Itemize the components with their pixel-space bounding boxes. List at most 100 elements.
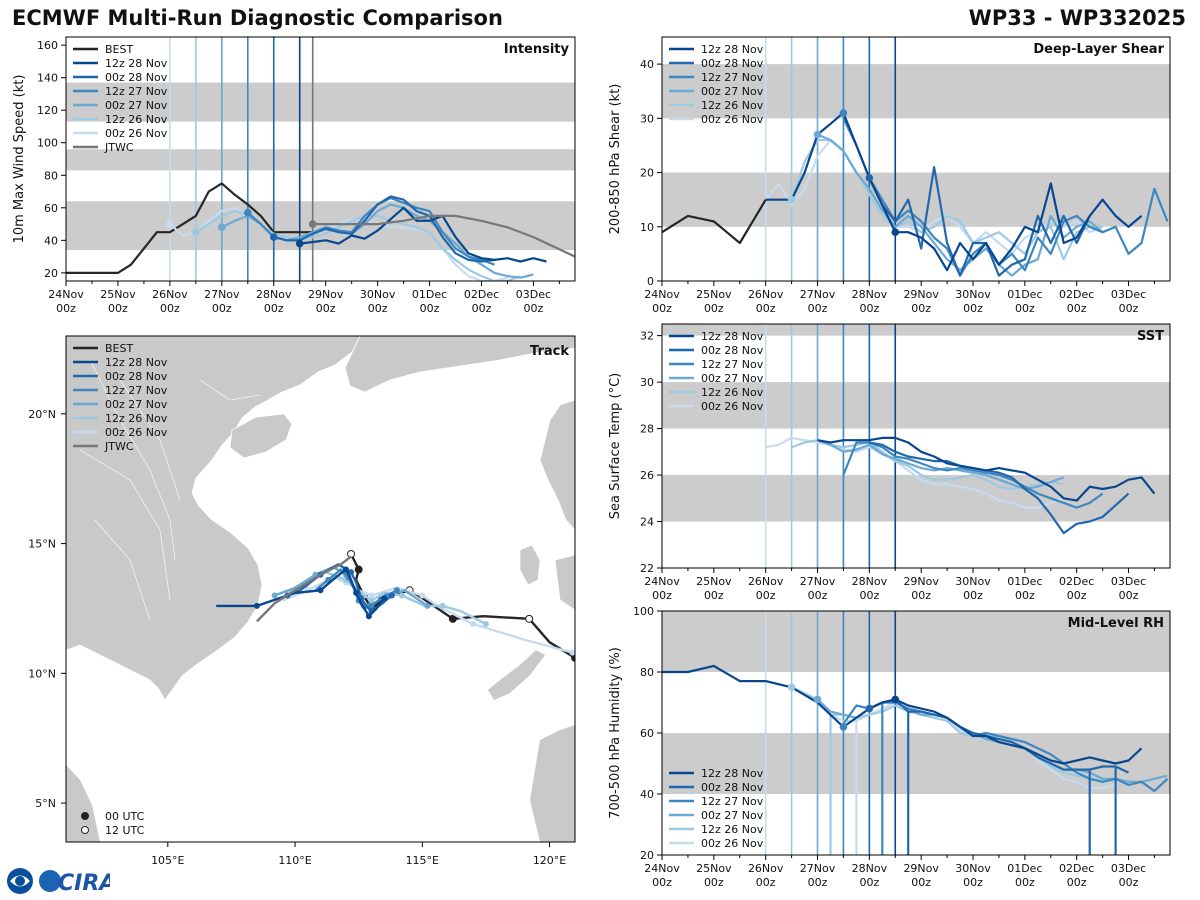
rh-legend-label: 00z 27 Nov — [701, 809, 764, 822]
shear-x-tick-label-hour: 00z — [911, 302, 931, 315]
rh-panel-title: Mid-Level RH — [1068, 616, 1164, 631]
intensity-legend-label: 12z 28 Nov — [105, 57, 168, 70]
sst-x-tick-label-day: 27Nov — [800, 575, 836, 588]
track-plot-area — [216, 549, 575, 662]
shear-threshold-band — [662, 64, 1170, 119]
rh-init-marker — [787, 683, 796, 692]
rh-legend-label: 12z 26 Nov — [701, 823, 764, 836]
sst-x-tick-label-hour: 00z — [911, 589, 931, 602]
sst-legend-label: 12z 27 Nov — [701, 358, 764, 371]
track-position-marker — [253, 602, 260, 609]
intensity-x-tick-label-day: 27Nov — [204, 288, 240, 301]
rh-series-line — [662, 664, 1143, 765]
sst-series-line — [869, 441, 1130, 535]
intensity-init-marker — [308, 220, 317, 228]
coastline-detail — [79, 359, 261, 621]
sst-x-tick-label-day: 26Nov — [748, 575, 784, 588]
intensity-x-tick-label-hour: 00z — [368, 302, 388, 315]
shear-x-tick-label-day: 25Nov — [696, 288, 732, 301]
intensity-y-tick-label: 120 — [37, 104, 58, 117]
sst-y-tick-label: 30 — [640, 376, 654, 389]
track-map-land — [66, 336, 575, 842]
sst-y-tick-label: 26 — [640, 469, 654, 482]
sst-threshold-band — [662, 475, 1170, 522]
rh-x-tick-label-day: 30Nov — [955, 862, 991, 875]
rh-x-tick-label-day: 26Nov — [748, 862, 784, 875]
sst-threshold-band — [662, 382, 1170, 429]
sst-x-tick-label-hour: 00z — [704, 589, 724, 602]
intensity-init-marker — [166, 220, 174, 228]
intensity-series-line — [66, 182, 313, 274]
intensity-x-tick-label-day: 01Dec — [412, 288, 447, 301]
shear-x-tick-label-hour: 00z — [963, 302, 983, 315]
intensity-legend-label: BEST — [105, 43, 133, 56]
intensity-legend-label: 12z 27 Nov — [105, 85, 168, 98]
intensity-x-tick-label-hour: 00z — [524, 302, 544, 315]
rh-y-tick-label: 60 — [640, 727, 654, 740]
track-panel-title: Track — [530, 344, 569, 359]
rh-x-tick-label-hour: 00z — [1119, 876, 1139, 889]
page-title: ECMWF Multi-Run Diagnostic Comparison — [12, 6, 503, 30]
shear-y-tick-label: 40 — [640, 58, 654, 71]
track-panel: 105°E 110°E 115°E 120°E 5°N 10°N 15°N 20°N Track… — [28, 335, 576, 867]
rh-plot-area — [662, 611, 1170, 855]
track-position-marker — [271, 592, 278, 599]
rh-x-tick-label-day: 01Dec — [1007, 862, 1042, 875]
shear-plot-area — [662, 37, 1170, 281]
rh-series-line — [868, 698, 1129, 855]
rh-x-tick-label-hour: 00z — [859, 876, 879, 889]
shear-x-tick-label-hour: 00z — [859, 302, 879, 315]
track-position-marker — [569, 649, 575, 656]
shear-threshold-band — [662, 172, 1170, 227]
shear-x-tick-label-hour: 00z — [652, 302, 672, 315]
intensity-frame — [65, 36, 576, 282]
rh-x-tick-label-day: 03Dec — [1111, 862, 1146, 875]
sst-x-tick-label-hour: 00z — [808, 589, 828, 602]
shear-init-marker — [891, 228, 900, 236]
shear-init-marker — [813, 130, 822, 139]
track-position-marker — [448, 614, 457, 623]
track-position-marker — [354, 565, 363, 574]
shear-x-tick-label-day: 24Nov — [644, 288, 680, 301]
intensity-init-marker — [243, 208, 252, 217]
mainland-indochina — [66, 336, 361, 701]
rh-legend-label: 12z 28 Nov — [701, 767, 764, 780]
intensity-legend-label: 00z 26 Nov — [105, 127, 168, 140]
borneo-island — [530, 725, 575, 842]
track-position-marker — [353, 589, 360, 596]
sst-x-tick-label-hour: 00z — [1119, 589, 1139, 602]
shear-legend-label: 00z 28 Nov — [701, 57, 764, 70]
track-position-marker — [398, 592, 405, 599]
track-legend-label: 00z 28 Nov — [105, 370, 168, 383]
intensity-series-line — [312, 214, 575, 258]
rh-x-tick-label-day: 25Nov — [696, 862, 732, 875]
track-lon-tick-label: 105°E — [151, 854, 184, 867]
sst-series-line — [817, 436, 1156, 502]
sst-x-tick-label-hour: 00z — [652, 589, 672, 602]
sst-series-line — [842, 441, 1104, 509]
track-position-marker — [348, 569, 355, 576]
shear-y-tick-label: 10 — [640, 221, 654, 234]
sst-x-tick-label-day: 24Nov — [644, 575, 680, 588]
shear-x-tick-label-hour: 00z — [704, 302, 724, 315]
rh-x-tick-label-day: 02Dec — [1059, 862, 1094, 875]
shear-init-marker — [787, 195, 796, 204]
sst-y-tick-label: 22 — [640, 562, 654, 575]
rh-y-tick-label: 80 — [640, 666, 654, 679]
intensity-x-tick-label-day: 03Dec — [516, 288, 551, 301]
shear-panel: 24Nov00z25Nov00z26Nov00z27Nov00z28Nov00z… — [608, 36, 1171, 315]
track-position-marker — [381, 595, 388, 602]
hainan-island — [229, 413, 293, 459]
track-legend-label: 12z 26 Nov — [105, 412, 168, 425]
rh-legend-label: 12z 27 Nov — [701, 795, 764, 808]
track-position-marker — [424, 602, 431, 609]
track-position-marker — [368, 592, 375, 599]
track-legend-label: BEST — [105, 342, 133, 355]
shear-y-tick-label: 20 — [640, 167, 654, 180]
shear-x-tick-label-hour: 00z — [1067, 302, 1087, 315]
track-position-marker — [419, 592, 426, 599]
sst-x-tick-label-day: 30Nov — [955, 575, 991, 588]
shear-legend-label: 12z 28 Nov — [701, 43, 764, 56]
track-legend-label: JTWC — [104, 440, 134, 453]
shear-x-tick-label-day: 26Nov — [748, 288, 784, 301]
